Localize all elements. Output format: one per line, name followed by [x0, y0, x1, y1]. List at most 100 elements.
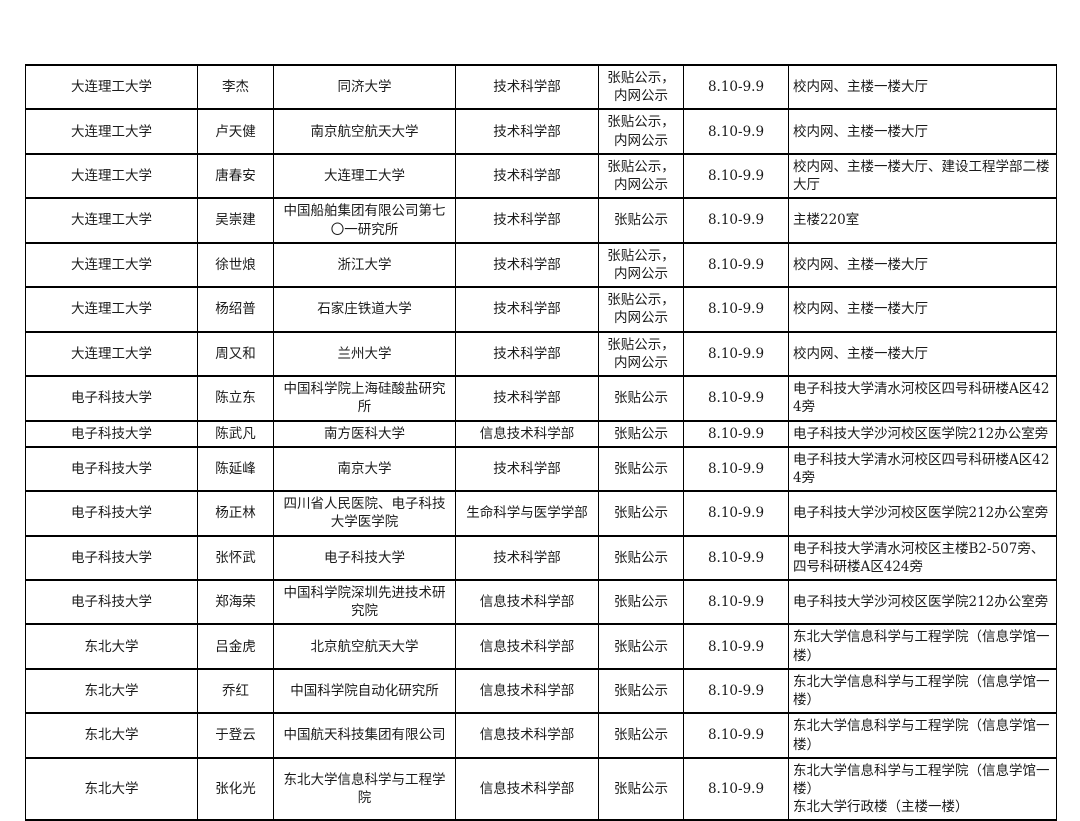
cell-method: 张贴公示， 内网公示: [598, 287, 684, 333]
publicity-table-container: 大连理工大学 李杰 同济大学 技术科学部 张贴公示， 内网公示 8.10-9.9 校内网、主楼…: [25, 63, 1057, 821]
cell-method: 张贴公示， 内网公示: [598, 153, 684, 200]
cell-method: 张贴公示: [598, 446, 684, 493]
cell-period: 8.10-9.9: [683, 580, 789, 626]
cell-department: 技术科学部: [455, 153, 599, 200]
cell-location: 电子科技大学清水河校区主楼B2-507旁、四号科研楼A区424旁: [788, 535, 1057, 582]
cell-unit: 大连理工大学: [25, 63, 198, 111]
cell-department: 技术科学部: [455, 535, 599, 582]
cell-method: 张贴公示: [598, 713, 684, 759]
cell-name: 徐世烺: [197, 242, 274, 289]
table-row: 东北大学 乔红 中国科学院自动化研究所 信息技术科学部 张贴公示 8.10-9.9 东北大学…: [25, 668, 1057, 715]
cell-name: 李杰: [197, 63, 274, 111]
cell-period: 8.10-9.9: [683, 63, 789, 111]
cell-name: 郑海荣: [197, 580, 274, 626]
cell-unit: 电子科技大学: [25, 535, 198, 582]
table-row: 电子科技大学 杨正林 四川省人民医院、电子科技大学医学院 生命科学与医学学部 张贴公示 8…: [25, 491, 1057, 537]
cell-period: 8.10-9.9: [683, 242, 789, 289]
cell-location: 东北大学信息科学与工程学院（信息学馆一楼） 东北大学行政楼（主楼一楼）: [788, 757, 1057, 821]
table-row: 大连理工大学 杨绍普 石家庄铁道大学 技术科学部 张贴公示， 内网公示 8.10-9.9 校内…: [25, 287, 1057, 333]
cell-location: 东北大学信息科学与工程学院（信息学馆一楼）: [788, 668, 1057, 715]
cell-workplace: 南京航空航天大学: [273, 109, 456, 155]
table-row: 东北大学 于登云 中国航天科技集团有限公司 信息技术科学部 张贴公示 8.10-9.9 东北…: [25, 713, 1057, 759]
table-row: 东北大学 张化光 东北大学信息科学与工程学院 信息技术科学部 张贴公示 8.10-9.9 东…: [25, 757, 1057, 821]
cell-department: 信息技术科学部: [455, 624, 599, 670]
cell-period: 8.10-9.9: [683, 535, 789, 582]
cell-workplace: 中国科学院深圳先进技术研究院: [273, 580, 456, 626]
cell-name: 张怀武: [197, 535, 274, 582]
cell-unit: 东北大学: [25, 624, 198, 670]
cell-name: 陈立东: [197, 376, 274, 422]
document-page: 大连理工大学 李杰 同济大学 技术科学部 张贴公示， 内网公示 8.10-9.9 校内网、主楼…: [25, 63, 1057, 821]
cell-location: 校内网、主楼一楼大厅: [788, 109, 1057, 155]
cell-location: 校内网、主楼一楼大厅: [788, 63, 1057, 111]
cell-unit: 大连理工大学: [25, 331, 198, 378]
cell-department: 技术科学部: [455, 446, 599, 493]
cell-period: 8.10-9.9: [683, 491, 789, 537]
cell-period: 8.10-9.9: [683, 331, 789, 378]
cell-name: 杨正林: [197, 491, 274, 537]
cell-department: 信息技术科学部: [455, 713, 599, 759]
cell-department: 技术科学部: [455, 331, 599, 378]
cell-period: 8.10-9.9: [683, 287, 789, 333]
cell-location: 校内网、主楼一楼大厅: [788, 331, 1057, 378]
cell-department: 信息技术科学部: [455, 668, 599, 715]
table-row: 电子科技大学 陈延峰 南京大学 技术科学部 张贴公示 8.10-9.9 电子科技大学清水河校…: [25, 446, 1057, 493]
cell-department: 技术科学部: [455, 109, 599, 155]
cell-method: 张贴公示: [598, 376, 684, 422]
cell-workplace: 中国科学院自动化研究所: [273, 668, 456, 715]
cell-period: 8.10-9.9: [683, 376, 789, 422]
cell-unit: 电子科技大学: [25, 491, 198, 537]
cell-method: 张贴公示: [598, 198, 684, 244]
cell-workplace: 东北大学信息科学与工程学院: [273, 757, 456, 821]
cell-method: 张贴公示: [598, 668, 684, 715]
cell-location: 主楼220室: [788, 198, 1057, 244]
cell-location: 东北大学信息科学与工程学院（信息学馆一楼）: [788, 624, 1057, 670]
table-row: 电子科技大学 陈武凡 南方医科大学 信息技术科学部 张贴公示 8.10-9.9 电子科技大学…: [25, 420, 1057, 448]
cell-workplace: 石家庄铁道大学: [273, 287, 456, 333]
cell-name: 杨绍普: [197, 287, 274, 333]
table-row: 大连理工大学 徐世烺 浙江大学 技术科学部 张贴公示， 内网公示 8.10-9.9 校内网、主…: [25, 242, 1057, 289]
cell-unit: 东北大学: [25, 757, 198, 821]
cell-unit: 电子科技大学: [25, 420, 198, 448]
cell-period: 8.10-9.9: [683, 624, 789, 670]
cell-location: 电子科技大学清水河校区四号科研楼A区424旁: [788, 446, 1057, 493]
cell-location: 电子科技大学沙河校区医学院212办公室旁: [788, 420, 1057, 448]
cell-method: 张贴公示: [598, 580, 684, 626]
cell-period: 8.10-9.9: [683, 109, 789, 155]
cell-name: 唐春安: [197, 153, 274, 200]
cell-unit: 大连理工大学: [25, 198, 198, 244]
cell-department: 技术科学部: [455, 287, 599, 333]
cell-location: 电子科技大学沙河校区医学院212办公室旁: [788, 491, 1057, 537]
cell-method: 张贴公示: [598, 491, 684, 537]
cell-method: 张贴公示， 内网公示: [598, 331, 684, 378]
cell-department: 信息技术科学部: [455, 757, 599, 821]
table-row: 大连理工大学 卢天健 南京航空航天大学 技术科学部 张贴公示， 内网公示 8.10-9.9 校…: [25, 109, 1057, 155]
cell-method: 张贴公示， 内网公示: [598, 242, 684, 289]
cell-period: 8.10-9.9: [683, 713, 789, 759]
cell-department: 生命科学与医学学部: [455, 491, 599, 537]
cell-method: 张贴公示， 内网公示: [598, 63, 684, 111]
cell-location: 校内网、主楼一楼大厅、建设工程学部二楼大厅: [788, 153, 1057, 200]
table-row: 大连理工大学 吴崇建 中国船舶集团有限公司第七〇一研究所 技术科学部 张贴公示 8.10-…: [25, 198, 1057, 244]
cell-period: 8.10-9.9: [683, 668, 789, 715]
cell-workplace: 电子科技大学: [273, 535, 456, 582]
table-row: 东北大学 吕金虎 北京航空航天大学 信息技术科学部 张贴公示 8.10-9.9 东北大学信息…: [25, 624, 1057, 670]
cell-name: 吕金虎: [197, 624, 274, 670]
cell-location: 校内网、主楼一楼大厅: [788, 287, 1057, 333]
cell-location: 电子科技大学清水河校区四号科研楼A区424旁: [788, 376, 1057, 422]
cell-department: 技术科学部: [455, 242, 599, 289]
cell-name: 陈延峰: [197, 446, 274, 493]
cell-department: 技术科学部: [455, 376, 599, 422]
cell-department: 技术科学部: [455, 198, 599, 244]
cell-unit: 东北大学: [25, 668, 198, 715]
cell-unit: 电子科技大学: [25, 446, 198, 493]
cell-period: 8.10-9.9: [683, 198, 789, 244]
cell-workplace: 大连理工大学: [273, 153, 456, 200]
table-row: 大连理工大学 唐春安 大连理工大学 技术科学部 张贴公示， 内网公示 8.10-9.9 校内网…: [25, 153, 1057, 200]
cell-department: 技术科学部: [455, 63, 599, 111]
cell-location: 电子科技大学沙河校区医学院212办公室旁: [788, 580, 1057, 626]
cell-method: 张贴公示， 内网公示: [598, 109, 684, 155]
cell-unit: 东北大学: [25, 713, 198, 759]
cell-workplace: 南京大学: [273, 446, 456, 493]
cell-name: 于登云: [197, 713, 274, 759]
